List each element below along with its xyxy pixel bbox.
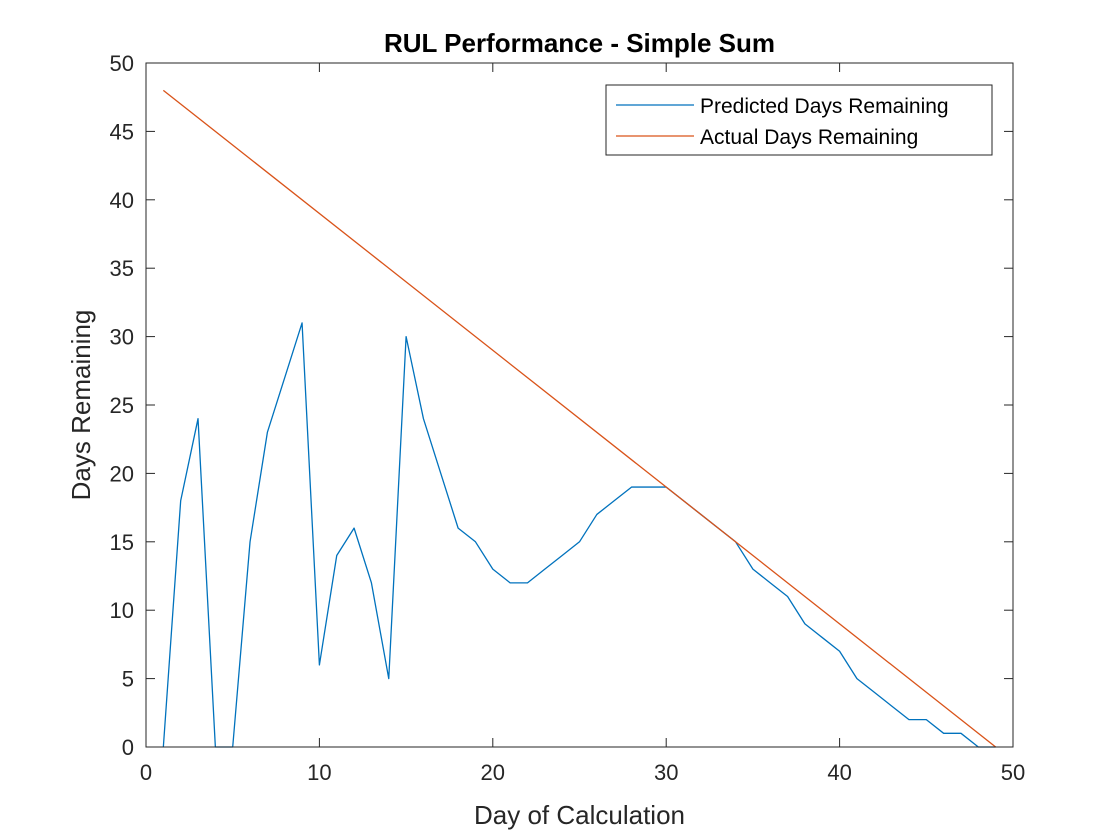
series-line-0 [162,322,996,748]
y-tick-label: 25 [110,393,134,418]
y-tick-label: 10 [110,598,134,623]
y-tick-label: 45 [110,119,134,144]
x-tick-label: 40 [827,760,851,785]
y-tick-label: 20 [110,461,134,486]
legend-label-actual: Actual Days Remaining [700,126,918,149]
x-axis-label: Day of Calculation [474,800,685,830]
y-tick-label: 50 [110,51,134,76]
series-line-1 [162,89,997,748]
x-tick-label: 0 [140,760,152,785]
legend-box [605,84,993,156]
y-tick-label: 5 [122,667,134,692]
plot-area [146,63,1013,747]
y-tick-label: 40 [110,188,134,213]
y-tick-label: 0 [122,735,134,760]
y-axis-ticks: 0 5 10 15 20 25 30 35 40 45 50 [110,51,1013,760]
chart-title: RUL Performance - Simple Sum [384,28,775,58]
x-tick-label: 30 [654,760,678,785]
x-tick-label: 50 [1001,760,1025,785]
y-tick-label: 15 [110,530,134,555]
series-layer [162,89,997,748]
y-tick-label: 35 [110,256,134,281]
legend: Predicted Days Remaining Actual Days Rem… [605,84,993,156]
x-tick-label: 10 [307,760,331,785]
x-axis-ticks: 0 10 20 30 40 50 [140,63,1025,785]
x-tick-label: 20 [481,760,505,785]
y-axis-label: Days Remaining [66,310,96,501]
legend-label-predicted: Predicted Days Remaining [700,95,949,118]
y-tick-label: 30 [110,325,134,350]
